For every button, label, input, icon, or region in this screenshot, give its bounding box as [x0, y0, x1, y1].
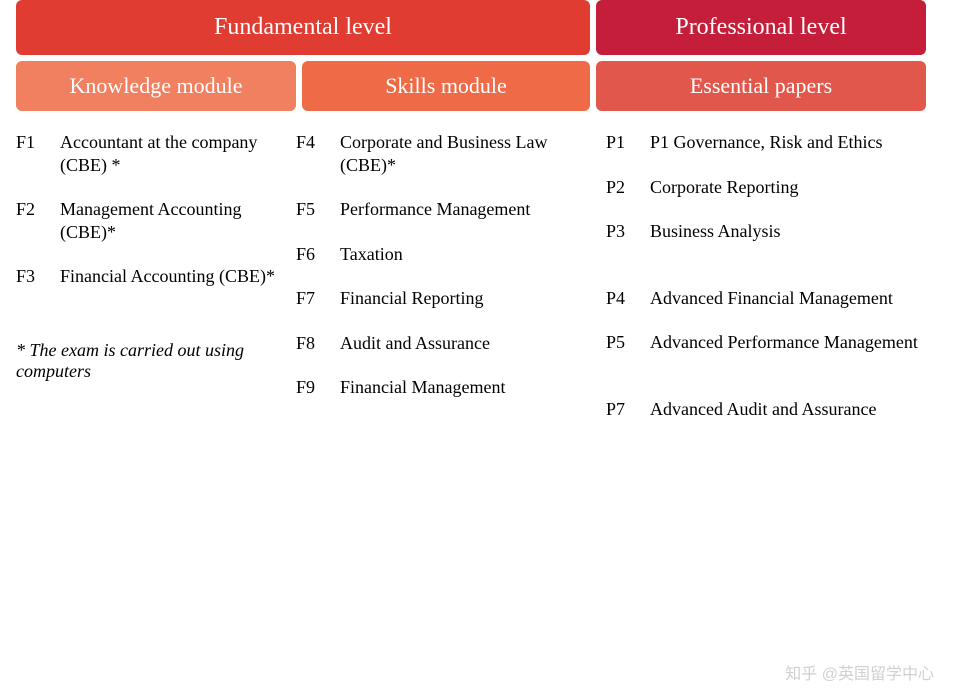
module-essential: Essential papers: [596, 61, 926, 111]
paper-name: Advanced Performance Management: [650, 331, 936, 354]
paper-row: F6Taxation: [296, 243, 606, 266]
column-essential: P1P1 Governance, Risk and EthicsP2Corpor…: [606, 131, 936, 442]
module-skills: Skills module: [302, 61, 590, 111]
paper-code: F1: [16, 131, 60, 154]
paper-name: Taxation: [340, 243, 606, 266]
paper-name: Corporate Reporting: [650, 176, 936, 199]
paper-code: F9: [296, 376, 340, 399]
paper-row: F3Financial Accounting (CBE)*: [16, 265, 296, 288]
paper-name: Financial Management: [340, 376, 606, 399]
paper-name: Performance Management: [340, 198, 606, 221]
spacer: [606, 265, 936, 287]
paper-code: F3: [16, 265, 60, 288]
paper-code: F6: [296, 243, 340, 266]
paper-row: F1Accountant at the company (CBE) *: [16, 131, 296, 176]
paper-row: F9Financial Management: [296, 376, 606, 399]
paper-code: P3: [606, 220, 650, 243]
level-fundamental: Fundamental level: [16, 0, 590, 55]
paper-row: F8Audit and Assurance: [296, 332, 606, 355]
module-knowledge: Knowledge module: [16, 61, 296, 111]
paper-name: Management Accounting (CBE)*: [60, 198, 296, 243]
paper-row: P2Corporate Reporting: [606, 176, 936, 199]
paper-row: P1P1 Governance, Risk and Ethics: [606, 131, 936, 154]
paper-name: Financial Reporting: [340, 287, 606, 310]
paper-name: P1 Governance, Risk and Ethics: [650, 131, 936, 154]
paper-row: F2Management Accounting (CBE)*: [16, 198, 296, 243]
paper-name: Advanced Audit and Assurance: [650, 398, 936, 421]
paper-code: P2: [606, 176, 650, 199]
paper-code: F7: [296, 287, 340, 310]
paper-code: F4: [296, 131, 340, 154]
column-knowledge: F1Accountant at the company (CBE) *F2Man…: [16, 131, 296, 442]
footnote: * The exam is carried out using computer…: [16, 340, 296, 382]
paper-code: P7: [606, 398, 650, 421]
paper-name: Financial Accounting (CBE)*: [60, 265, 296, 288]
paper-row: F7Financial Reporting: [296, 287, 606, 310]
paper-row: F5Performance Management: [296, 198, 606, 221]
spacer: [606, 376, 936, 398]
paper-row: F4Corporate and Business Law (CBE)*: [296, 131, 606, 176]
column-skills: F4Corporate and Business Law (CBE)*F5Per…: [296, 131, 606, 442]
paper-code: F8: [296, 332, 340, 355]
paper-row: P5Advanced Performance Management: [606, 331, 936, 354]
paper-code: F5: [296, 198, 340, 221]
paper-name: Corporate and Business Law (CBE)*: [340, 131, 606, 176]
paper-row: P3Business Analysis: [606, 220, 936, 243]
paper-name: Advanced Financial Management: [650, 287, 936, 310]
watermark: 知乎 @英国留学中心: [785, 660, 934, 684]
level-professional: Professional level: [596, 0, 926, 55]
paper-name: Business Analysis: [650, 220, 936, 243]
paper-row: P4Advanced Financial Management: [606, 287, 936, 310]
paper-code: F2: [16, 198, 60, 221]
paper-code: P1: [606, 131, 650, 154]
paper-name: Audit and Assurance: [340, 332, 606, 355]
paper-row: P7Advanced Audit and Assurance: [606, 398, 936, 421]
paper-name: Accountant at the company (CBE) *: [60, 131, 296, 176]
paper-code: P4: [606, 287, 650, 310]
paper-code: P5: [606, 331, 650, 354]
